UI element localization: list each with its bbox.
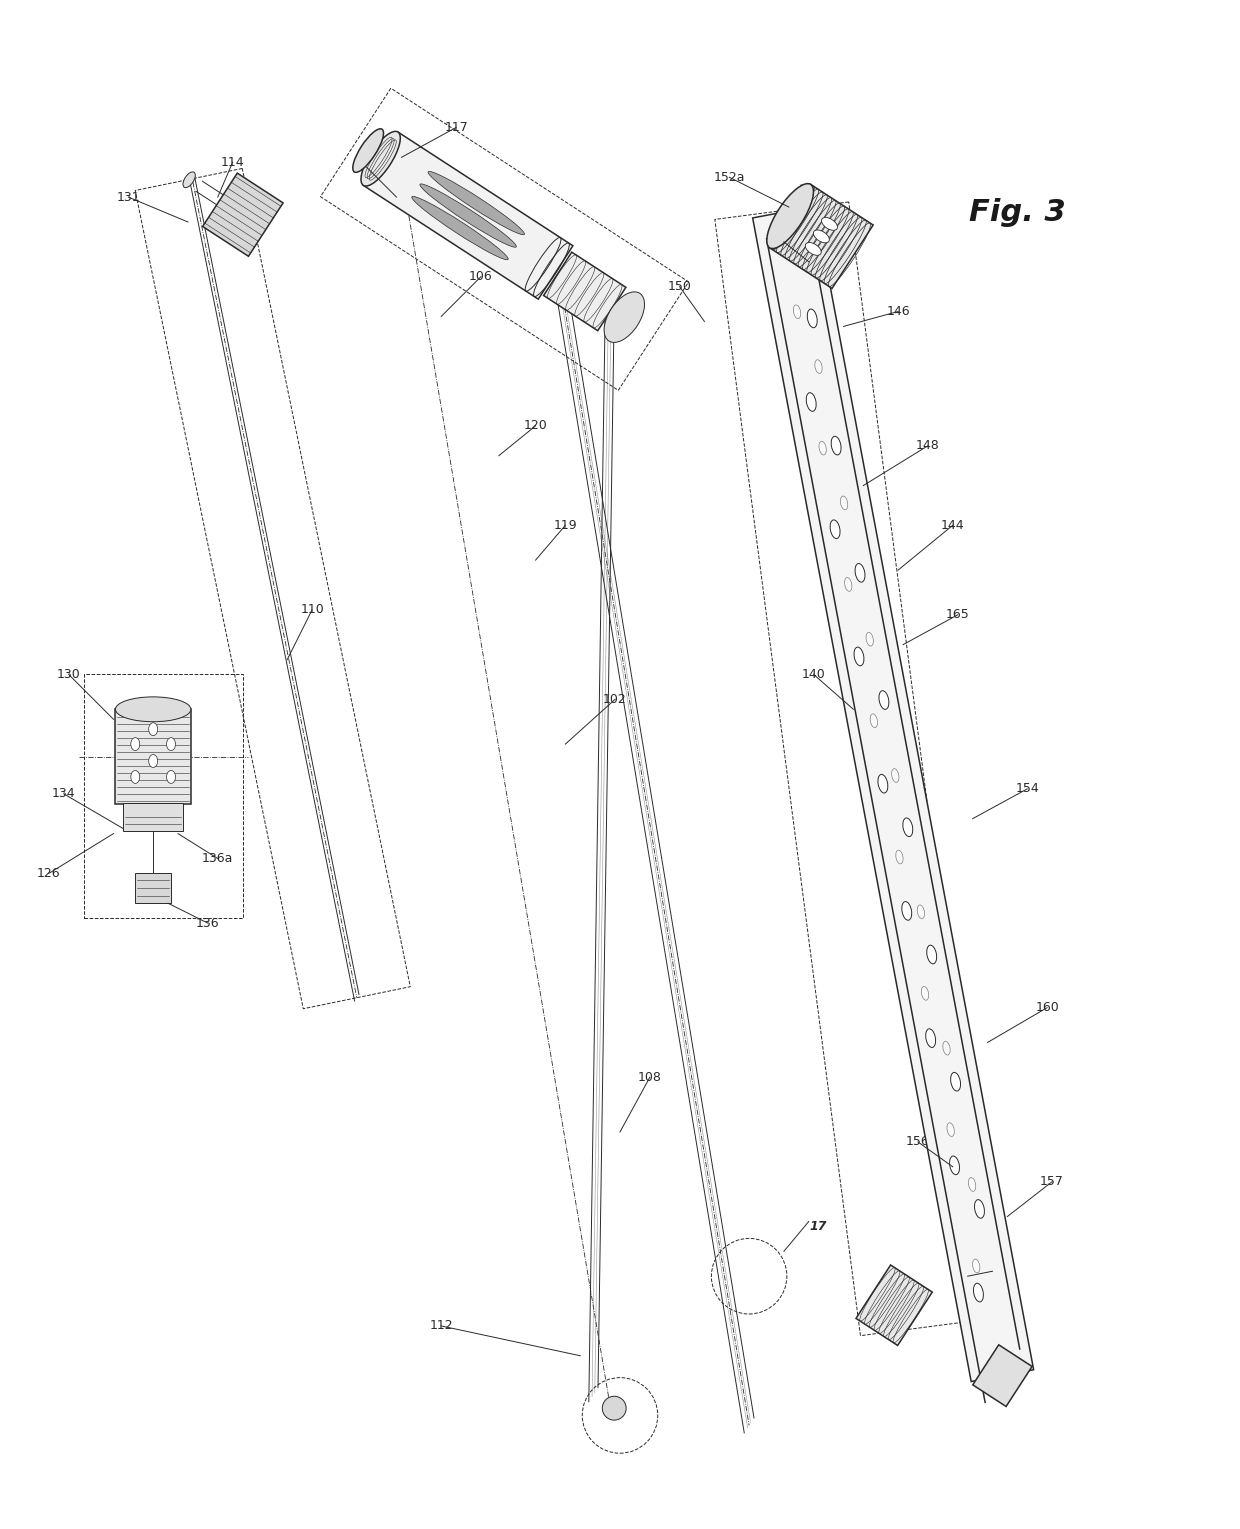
Ellipse shape (947, 1122, 955, 1136)
Ellipse shape (878, 774, 888, 794)
Ellipse shape (895, 850, 903, 864)
Text: 119: 119 (553, 518, 577, 532)
Ellipse shape (149, 754, 157, 768)
Ellipse shape (921, 986, 929, 1000)
Polygon shape (202, 173, 283, 257)
Polygon shape (972, 1346, 1032, 1407)
FancyBboxPatch shape (115, 709, 191, 804)
Text: 110: 110 (300, 604, 324, 616)
Text: 104: 104 (355, 161, 378, 174)
Ellipse shape (841, 495, 848, 509)
Ellipse shape (806, 393, 816, 411)
Text: 140: 140 (802, 668, 826, 680)
Ellipse shape (807, 309, 817, 327)
Text: 106: 106 (469, 271, 492, 283)
Ellipse shape (892, 769, 899, 783)
Text: 126: 126 (37, 867, 61, 879)
Ellipse shape (975, 1200, 985, 1219)
Text: 157: 157 (1040, 1176, 1064, 1188)
Ellipse shape (813, 229, 830, 243)
Ellipse shape (866, 633, 873, 647)
Text: 148: 148 (916, 439, 940, 453)
Ellipse shape (972, 1258, 980, 1272)
Text: 134: 134 (52, 787, 76, 800)
Ellipse shape (844, 578, 852, 592)
Ellipse shape (903, 818, 913, 836)
Text: 136a: 136a (202, 852, 233, 865)
Text: 158: 158 (956, 1269, 980, 1283)
FancyBboxPatch shape (135, 873, 171, 904)
Text: 117: 117 (444, 121, 467, 135)
Ellipse shape (870, 714, 878, 728)
Ellipse shape (130, 771, 140, 783)
Ellipse shape (926, 1029, 936, 1047)
Text: 160: 160 (1035, 1001, 1059, 1014)
Ellipse shape (822, 217, 837, 231)
Ellipse shape (856, 564, 866, 583)
Ellipse shape (942, 1041, 950, 1055)
Ellipse shape (115, 697, 191, 722)
Ellipse shape (353, 128, 383, 173)
Text: 112: 112 (429, 1320, 453, 1332)
Text: 165: 165 (946, 609, 970, 621)
Text: 102: 102 (603, 693, 627, 706)
FancyBboxPatch shape (123, 803, 184, 830)
Text: 114: 114 (221, 156, 244, 168)
Polygon shape (770, 185, 873, 289)
Polygon shape (856, 1264, 932, 1346)
Text: 144: 144 (941, 518, 965, 532)
Ellipse shape (815, 359, 822, 373)
Text: 152a: 152a (713, 171, 745, 183)
Text: 17: 17 (810, 1220, 827, 1232)
Polygon shape (363, 131, 573, 300)
Ellipse shape (794, 304, 801, 318)
Ellipse shape (184, 171, 195, 188)
Ellipse shape (604, 292, 645, 342)
Ellipse shape (968, 1177, 976, 1191)
Ellipse shape (412, 196, 508, 260)
Ellipse shape (901, 902, 911, 920)
Text: Fig. 3: Fig. 3 (968, 197, 1065, 226)
Polygon shape (543, 252, 626, 330)
Ellipse shape (918, 905, 925, 919)
Text: 130: 130 (57, 668, 81, 680)
Polygon shape (753, 206, 1034, 1382)
Text: 152: 152 (773, 235, 796, 248)
Circle shape (603, 1396, 626, 1420)
Text: 154: 154 (1016, 783, 1039, 795)
Ellipse shape (130, 737, 140, 751)
Ellipse shape (926, 945, 936, 963)
Ellipse shape (420, 183, 516, 248)
Text: 136: 136 (196, 916, 219, 930)
Ellipse shape (766, 183, 813, 249)
Ellipse shape (830, 520, 839, 538)
Ellipse shape (149, 723, 157, 735)
Text: 131: 131 (117, 191, 140, 203)
Ellipse shape (950, 1156, 960, 1174)
Text: 156: 156 (906, 1136, 930, 1148)
Ellipse shape (879, 691, 889, 709)
Ellipse shape (805, 243, 821, 255)
Ellipse shape (854, 647, 864, 665)
Ellipse shape (951, 1072, 961, 1092)
Text: 120: 120 (523, 419, 547, 433)
Ellipse shape (831, 436, 841, 456)
Ellipse shape (166, 737, 176, 751)
Text: 150: 150 (667, 280, 692, 294)
Text: 108: 108 (637, 1070, 662, 1084)
Ellipse shape (166, 771, 176, 783)
Ellipse shape (361, 131, 401, 187)
Text: 146: 146 (887, 304, 910, 318)
Ellipse shape (973, 1283, 983, 1301)
Ellipse shape (428, 171, 525, 235)
Ellipse shape (818, 442, 826, 456)
